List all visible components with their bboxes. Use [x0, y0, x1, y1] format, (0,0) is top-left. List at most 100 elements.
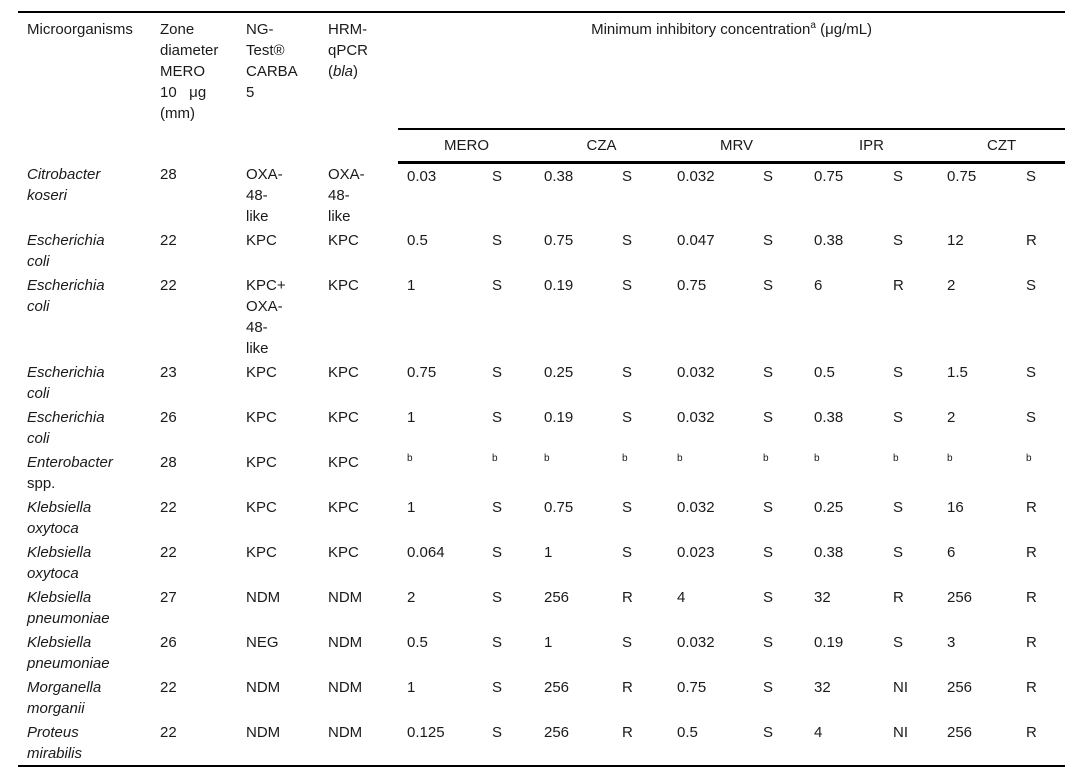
mic-interpretation-cell: S — [763, 589, 774, 606]
mic-interpretation-cell: S — [492, 499, 503, 516]
zone-diameter-cell: 28 — [160, 166, 177, 183]
footnote-marker: b — [893, 453, 899, 464]
mic-value-cell: 0.03 — [407, 167, 437, 185]
mic-interpretation-cell: S — [492, 724, 503, 741]
mic-value-cell: 256 — [947, 679, 973, 696]
mic-value-cell: 0.5 — [407, 634, 428, 651]
mic-interpretation-cell: S — [622, 277, 633, 294]
microorganism-cell: Klebsiella oxytoca — [18, 540, 151, 585]
table-row: Escherichia coli 26 KPC KPC 1 S 0.19 S 0.032 S 0.3… — [18, 405, 1065, 450]
microorganism-name-italic: Enterobacter — [27, 454, 113, 471]
column-header-mero: MERO — [398, 129, 535, 164]
mic-interpretation-cell: S — [763, 724, 774, 741]
mic-interpretation-cell: S — [893, 232, 904, 249]
mic-interpretation-cell: R — [1026, 544, 1037, 561]
ngtest-result-cell: KPC — [246, 544, 277, 561]
mic-value-cell: 1 — [407, 679, 416, 696]
mic-value-cell: 2 — [407, 589, 416, 606]
mic-value-cell: 0.25 — [544, 364, 574, 381]
mic-interpretation-cell: S — [893, 409, 904, 426]
microorganism-name-italic: Klebsiella pneumoniae — [27, 589, 110, 627]
mic-interpretation-cell: R — [622, 589, 633, 606]
zone-diameter-cell: 26 — [160, 634, 177, 651]
zone-diameter-cell: 22 — [160, 232, 177, 249]
mic-value-cell: 1 — [544, 634, 553, 651]
microorganism-name-italic: Klebsiella pneumoniae — [27, 634, 110, 672]
mic-interpretation-cell: S — [492, 277, 503, 294]
mic-table: Microorganisms Zone diameter MERO 10 μg … — [18, 11, 1066, 767]
mic-value-cell: 1.5 — [947, 364, 968, 381]
hrm-qpcr-result-cell: KPC — [328, 364, 359, 381]
footnote-marker: b — [1026, 453, 1032, 464]
microorganism-cell: Klebsiella pneumoniae — [18, 585, 151, 630]
mic-interpretation-cell: S — [492, 364, 503, 381]
footnote-marker: b — [407, 453, 413, 464]
mic-interpretation-cell: b — [483, 450, 535, 495]
microorganism-cell: Escherichia coli — [18, 228, 151, 273]
mic-interpretation-cell: S — [1026, 364, 1037, 381]
hrm-qpcr-result-cell: KPC — [328, 277, 359, 294]
ngtest-result-cell: NEG — [246, 634, 279, 651]
mic-interpretation-cell: S — [763, 364, 774, 381]
mic-interpretation-cell: S — [893, 364, 904, 381]
mic-value-cell: b — [938, 450, 1017, 495]
zone-diameter-cell: 22 — [160, 679, 177, 696]
mic-interpretation-cell: S — [622, 499, 633, 516]
mic-unit: (μg/mL) — [815, 21, 873, 38]
mic-interpretation-cell: S — [492, 589, 503, 606]
mic-value-cell: 0.5 — [814, 364, 835, 381]
mic-interpretation-cell: S — [492, 409, 503, 426]
mic-value-cell: 0.38 — [814, 232, 844, 249]
mic-interpretation-cell: S — [1026, 167, 1037, 185]
mic-value-cell: 3 — [947, 634, 956, 651]
mic-value-cell: 256 — [544, 679, 570, 696]
hrm-qpcr-result-cell: KPC — [328, 544, 359, 561]
ngtest-result-cell: KPC — [246, 232, 277, 249]
mic-value-cell: 256 — [544, 589, 570, 606]
mic-interpretation-cell: S — [893, 634, 904, 651]
hrm-header-suffix: ) — [353, 63, 359, 80]
table-row: Escherichia coli 22 KPC+ OXA- 48- like KPC 1… — [18, 273, 1065, 360]
mic-interpretation-cell: S — [622, 167, 633, 185]
mic-interpretation-cell: NI — [893, 724, 908, 741]
mic-value-cell: 1 — [407, 409, 416, 426]
hrm-header-prefix: HRM- qPCR ( — [328, 21, 369, 80]
mic-value-cell: 0.047 — [677, 232, 715, 249]
mic-title: Minimum inhibitory concentration — [591, 21, 811, 38]
mic-value-cell: 6 — [947, 544, 956, 561]
mic-value-cell: 1 — [407, 277, 416, 294]
zone-diameter-cell: 26 — [160, 409, 177, 426]
mic-value-cell: 32 — [814, 679, 831, 696]
table-row: Citrobacter koseri 28 OXA- 48- like OXA- 48… — [18, 162, 1065, 228]
mic-value-cell: b — [805, 450, 884, 495]
mic-interpretation-cell: S — [622, 544, 633, 561]
microorganism-name-plain: spp. — [27, 475, 56, 492]
mic-interpretation-cell: S — [1026, 277, 1037, 294]
ngtest-result-cell: NDM — [246, 589, 281, 606]
microorganism-name-italic: Escherichia coli — [27, 277, 105, 315]
table-body: Citrobacter koseri 28 OXA- 48- like OXA- 48… — [18, 162, 1065, 766]
mic-value-cell: 0.125 — [407, 724, 445, 741]
mic-value-cell: 6 — [814, 277, 823, 294]
ngtest-result-cell: NDM — [246, 724, 281, 741]
ngtest-result-cell: NDM — [246, 679, 281, 696]
zone-diameter-cell: 27 — [160, 589, 177, 606]
mic-value-cell: 0.75 — [407, 364, 437, 381]
mic-interpretation-cell: S — [763, 634, 774, 651]
mic-value-cell: 0.032 — [677, 364, 715, 381]
table-row: Escherichia coli 22 KPC KPC 0.5 S 0.75 S 0.047 S 0… — [18, 228, 1065, 273]
microorganism-name-italic: Klebsiella oxytoca — [27, 544, 92, 582]
mic-value-cell: 256 — [947, 589, 973, 606]
microorganism-cell: Escherichia coli — [18, 360, 151, 405]
mic-interpretation-cell: b — [613, 450, 668, 495]
mic-interpretation-cell: R — [1026, 499, 1037, 516]
microorganism-cell: Morganella morganii — [18, 675, 151, 720]
microorganism-name-italic: Escherichia coli — [27, 409, 105, 447]
zone-diameter-cell: 22 — [160, 499, 177, 516]
mic-interpretation-cell: R — [622, 679, 633, 696]
microorganism-cell: Escherichia coli — [18, 273, 151, 360]
ngtest-result-cell: OXA- 48- like — [246, 166, 283, 225]
microorganism-cell: Escherichia coli — [18, 405, 151, 450]
ngtest-result-cell: KPC+ OXA- 48- like — [246, 277, 286, 357]
mic-interpretation-cell: S — [763, 679, 774, 696]
